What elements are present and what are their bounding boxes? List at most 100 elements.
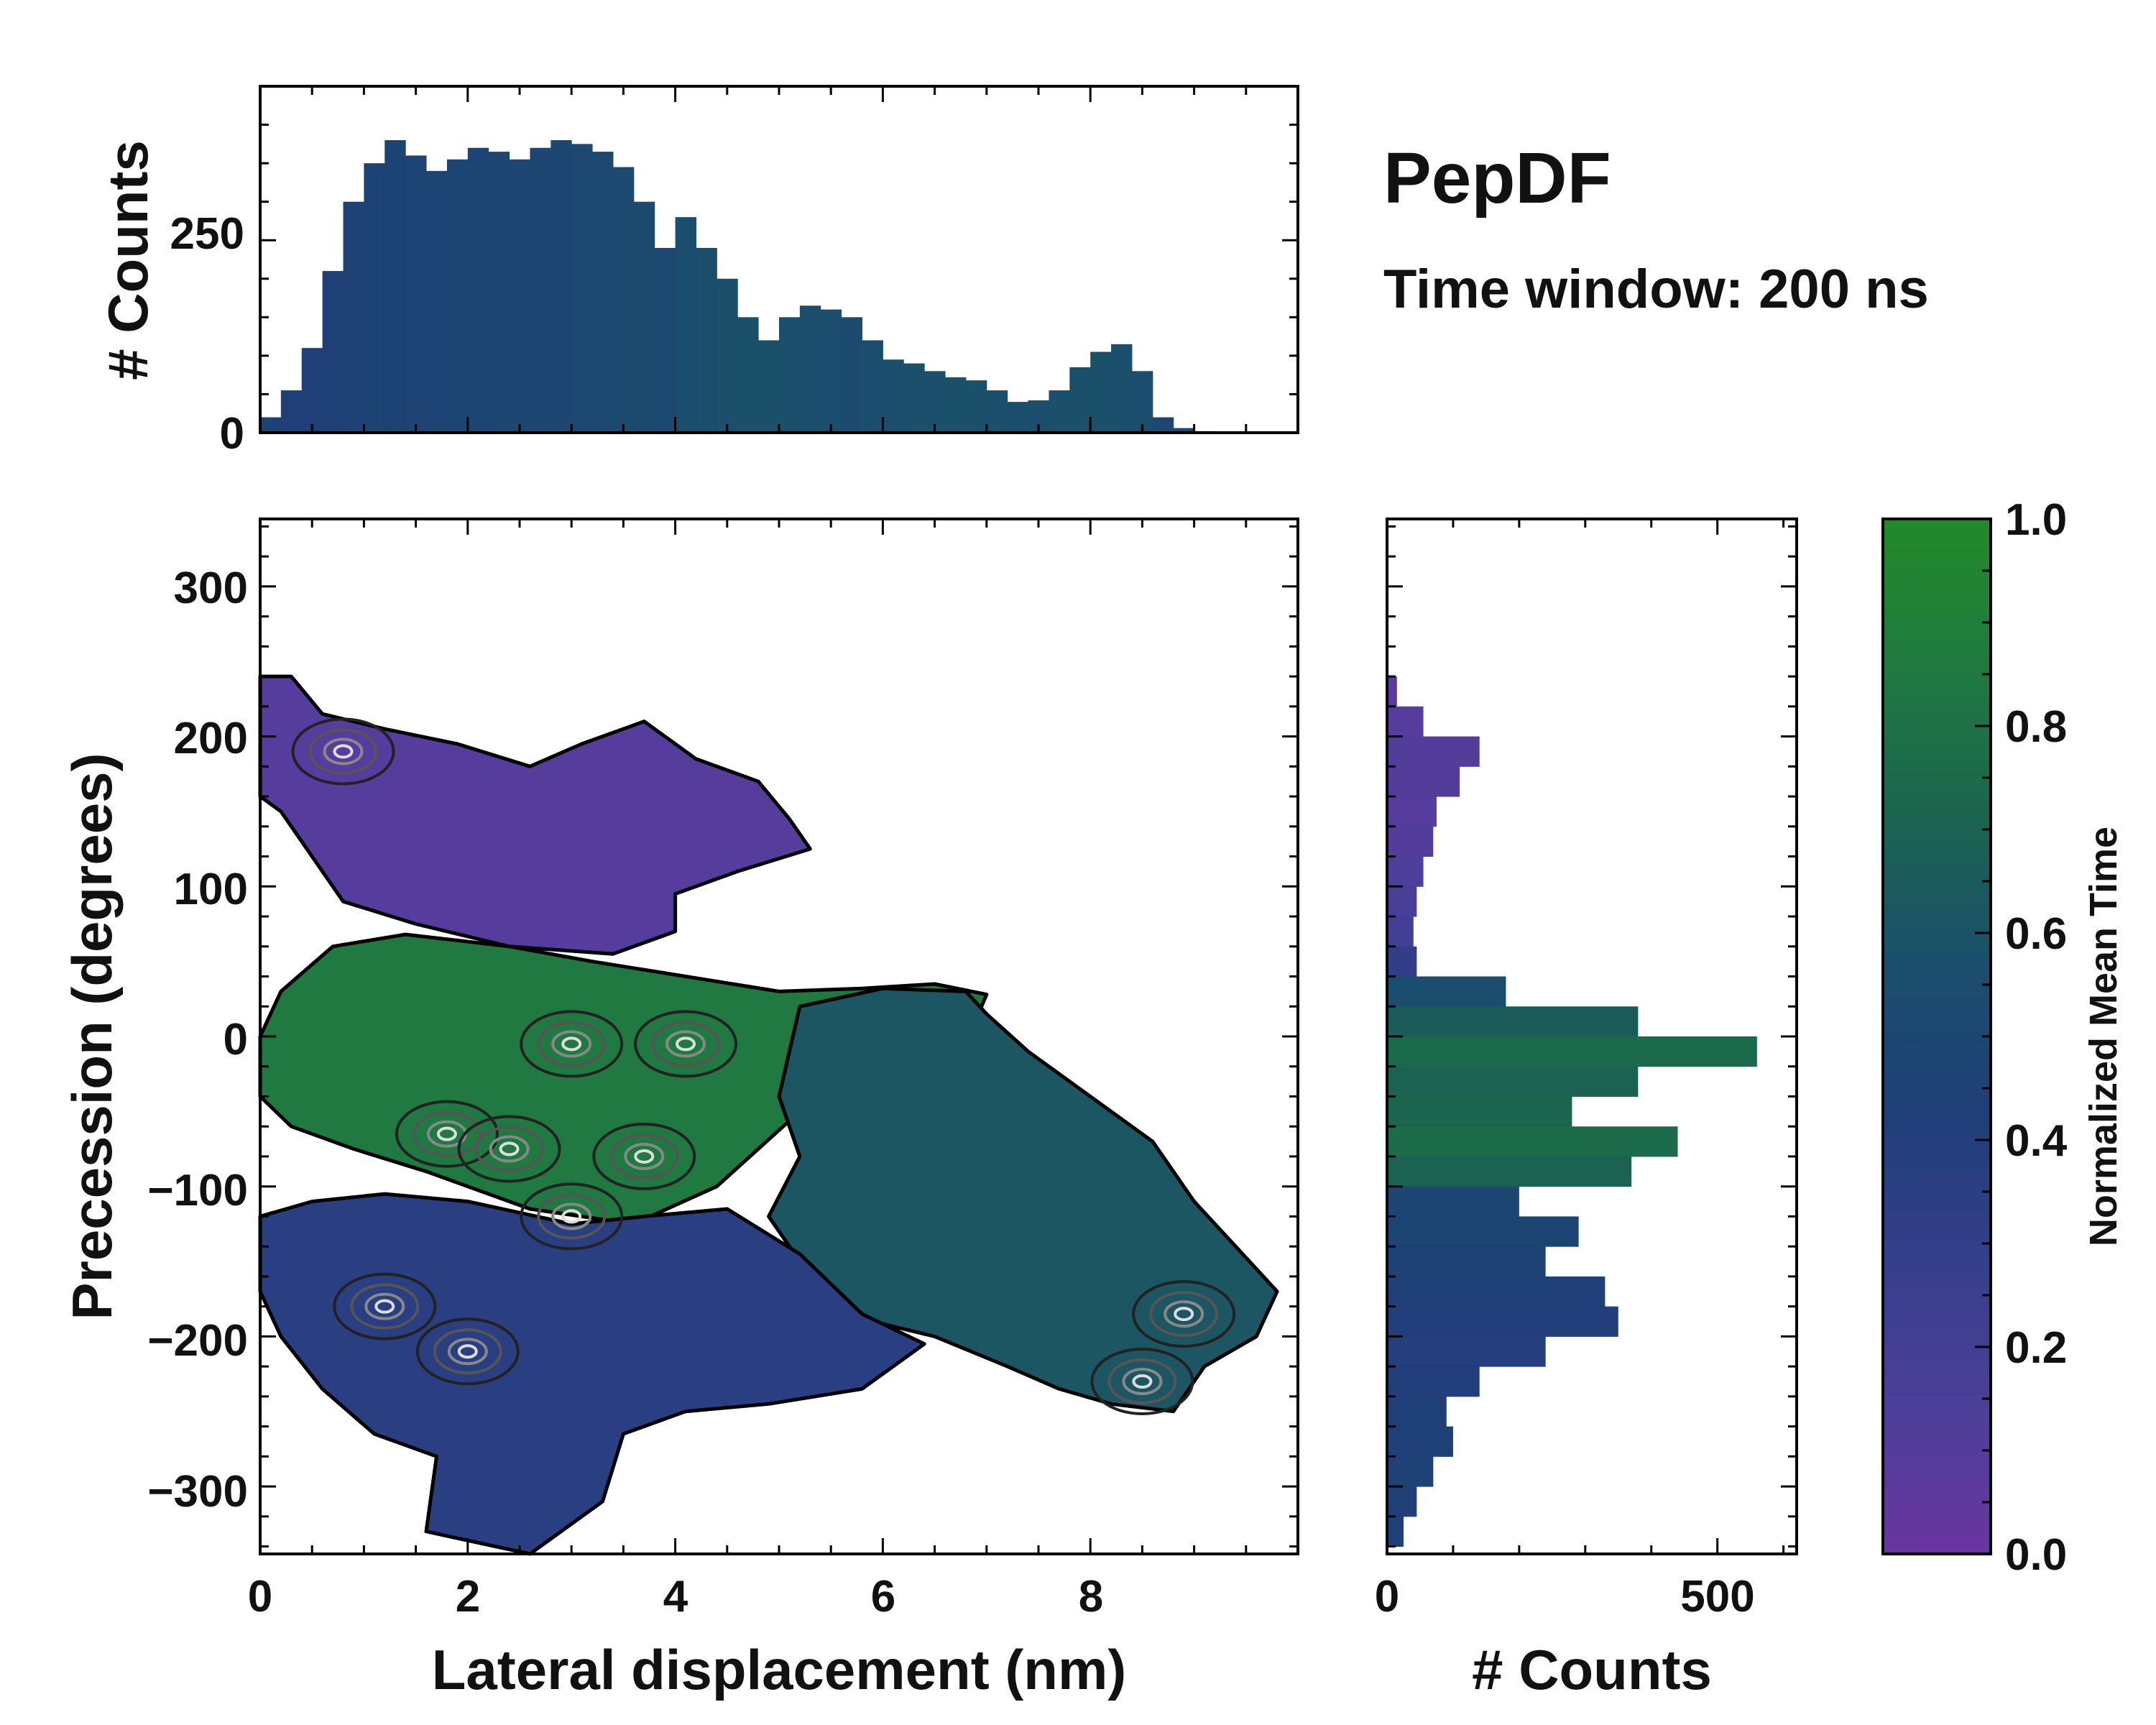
y-tick-label-neg300: −300 bbox=[147, 1467, 248, 1517]
top-histogram-bar bbox=[384, 139, 406, 433]
top-histogram-bar bbox=[820, 309, 842, 433]
top-histogram-bar bbox=[1152, 417, 1174, 433]
top-histogram-bar bbox=[696, 247, 717, 433]
contour-ring bbox=[1164, 1300, 1204, 1328]
contour-ring bbox=[665, 1030, 706, 1058]
right-x-axis-label: # Counts bbox=[1472, 1638, 1712, 1701]
right-histogram-bar bbox=[1387, 916, 1414, 947]
top-histogram-bar bbox=[322, 271, 344, 433]
contour-ring bbox=[1107, 1358, 1177, 1404]
right-histogram-bar bbox=[1387, 1486, 1417, 1517]
contour-ring bbox=[624, 1142, 665, 1170]
top-histogram-bar bbox=[903, 363, 925, 433]
top-histogram-bar bbox=[862, 340, 883, 433]
contour-ring bbox=[561, 1036, 582, 1052]
contour-ring bbox=[1090, 1348, 1194, 1415]
top-histogram-bar bbox=[260, 417, 282, 433]
contour-ring bbox=[537, 1193, 607, 1240]
top-histogram-bar bbox=[779, 317, 801, 433]
colorbar-gradient bbox=[1881, 518, 1992, 1555]
contour-ring bbox=[457, 1344, 478, 1359]
contour-ring bbox=[676, 1036, 696, 1052]
top-histogram-bar bbox=[717, 278, 738, 433]
top-histogram-bar bbox=[758, 340, 780, 433]
right-histogram-bar bbox=[1387, 1396, 1447, 1427]
contour-ring bbox=[592, 1122, 696, 1190]
contour-ring bbox=[634, 1010, 738, 1078]
top-histogram-bar bbox=[654, 247, 676, 433]
contour-ring bbox=[412, 1110, 482, 1157]
top-histogram-bar bbox=[633, 201, 655, 433]
top-histogram-bar bbox=[446, 159, 469, 433]
top-y-axis-label: # Counts bbox=[96, 140, 160, 380]
top-histogram-bar bbox=[612, 167, 635, 433]
y-tick-label-200: 200 bbox=[174, 714, 248, 763]
top-histogram-bar bbox=[280, 390, 303, 433]
colorbar-tick-label-2: 0.4 bbox=[2005, 1116, 2068, 1166]
contour-ring bbox=[323, 737, 364, 765]
top-histogram-bar bbox=[1007, 402, 1029, 433]
top-histogram-ticks bbox=[259, 86, 1298, 434]
contour-ring bbox=[447, 1338, 488, 1366]
contour-ring bbox=[1122, 1368, 1163, 1395]
colorbar-label: Normalized Mean Time bbox=[2082, 827, 2125, 1246]
top-histogram-bar bbox=[343, 201, 364, 433]
contour-ring bbox=[474, 1126, 544, 1172]
colorbar-tick-label-1: 0.2 bbox=[2005, 1323, 2067, 1373]
contour-ring bbox=[499, 1141, 520, 1156]
top-histogram-bar bbox=[965, 380, 987, 433]
right-histogram-bar bbox=[1387, 796, 1437, 827]
contour-ring bbox=[551, 1030, 592, 1058]
right-histogram-bar bbox=[1387, 1276, 1606, 1307]
contour-ring bbox=[364, 1292, 405, 1320]
y-axis-label: Precession (degrees) bbox=[60, 753, 124, 1320]
top-histogram-bar bbox=[1131, 371, 1153, 433]
top-histogram-bar bbox=[571, 144, 593, 433]
colorbar-tick-label-4: 0.8 bbox=[2005, 702, 2067, 752]
contour-ring bbox=[308, 728, 378, 775]
top-histogram-bar bbox=[1049, 390, 1070, 433]
contour-ring bbox=[551, 1202, 592, 1230]
contour-ring bbox=[1174, 1307, 1194, 1322]
top-histogram-bar bbox=[509, 159, 530, 433]
right-histogram-bar bbox=[1387, 1156, 1632, 1187]
contour-ring bbox=[537, 1021, 607, 1067]
heatmap-contours bbox=[291, 717, 1236, 1415]
heatmap-region-upper-lobe bbox=[258, 674, 812, 956]
right-histogram-bar bbox=[1387, 856, 1424, 887]
top-y-tick-label-0: 0 bbox=[220, 409, 244, 459]
top-histogram-bar bbox=[592, 152, 614, 433]
x-tick-label-0: 0 bbox=[248, 1572, 272, 1622]
top-y-tick-label-250: 250 bbox=[170, 209, 244, 259]
right-histogram-bar bbox=[1387, 676, 1397, 707]
x-tick-label-4: 4 bbox=[663, 1572, 688, 1622]
right-histogram-bar bbox=[1387, 1366, 1480, 1397]
colorbar-tick-label-3: 0.6 bbox=[2005, 909, 2067, 959]
x-tick-label-2: 2 bbox=[456, 1572, 480, 1622]
x-tick-label-8: 8 bbox=[1079, 1572, 1103, 1622]
right-histogram-bar bbox=[1387, 706, 1424, 737]
right-histogram-bar bbox=[1387, 1426, 1453, 1457]
top-histogram-bar bbox=[364, 163, 385, 433]
right-x-tick-label-500: 500 bbox=[1680, 1572, 1754, 1622]
colorbar-tick-label-0: 0.0 bbox=[2005, 1530, 2067, 1580]
right-histogram-bar bbox=[1387, 1456, 1434, 1487]
top-histogram-bar bbox=[883, 359, 904, 433]
top-histogram-bar bbox=[945, 377, 967, 433]
contour-ring bbox=[520, 1010, 624, 1078]
right-histogram-bar bbox=[1387, 886, 1417, 917]
colorbar-tick-label-5: 1.0 bbox=[2005, 495, 2067, 545]
right-histogram-ticks bbox=[1386, 519, 1797, 1554]
right-histogram-bar bbox=[1387, 1066, 1639, 1097]
contour-ring bbox=[609, 1133, 679, 1179]
top-histogram-bar bbox=[675, 217, 696, 433]
top-histogram-bar bbox=[986, 390, 1008, 433]
top-histogram-bar bbox=[799, 305, 821, 433]
y-tick-label-300: 300 bbox=[174, 564, 248, 613]
top-histogram-bar bbox=[1111, 344, 1133, 433]
right-x-tick-label-0: 0 bbox=[1375, 1572, 1399, 1622]
colorbar-ticks bbox=[1975, 518, 1991, 1555]
right-histogram-bar bbox=[1387, 946, 1417, 978]
x-tick-label-6: 6 bbox=[871, 1572, 895, 1622]
